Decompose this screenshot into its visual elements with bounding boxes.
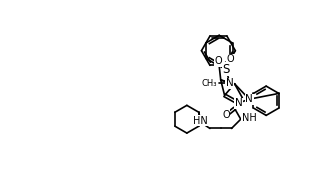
Text: S: S xyxy=(223,63,230,76)
Text: O: O xyxy=(227,54,234,64)
Text: N: N xyxy=(226,78,233,88)
Text: O: O xyxy=(222,110,230,120)
Text: N: N xyxy=(245,94,253,104)
Text: HN: HN xyxy=(193,116,208,126)
Text: CH₃: CH₃ xyxy=(202,78,217,88)
Text: NH: NH xyxy=(241,113,256,123)
Text: O: O xyxy=(215,56,222,66)
Text: N: N xyxy=(235,98,242,108)
